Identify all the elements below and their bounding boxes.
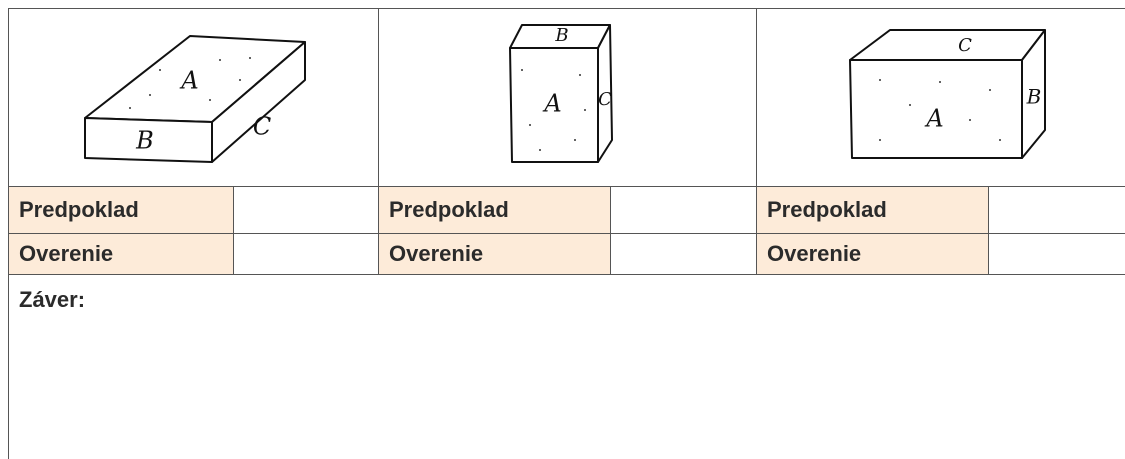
face-label: A: [924, 105, 943, 133]
block-2: A B C: [509, 24, 613, 163]
face-label: B: [554, 25, 568, 46]
block-3: A C B: [849, 29, 1046, 159]
face: [597, 24, 613, 163]
row-label: Predpoklad: [378, 186, 610, 233]
image-cell: [8, 8, 378, 186]
row-label: Overenie: [378, 233, 610, 274]
face-label: C: [598, 89, 612, 110]
face-label: A: [179, 67, 198, 95]
answer-cell: [610, 186, 756, 233]
answer-cell: [233, 186, 378, 233]
face: [849, 29, 1046, 61]
face-label: C: [253, 113, 271, 141]
conclusion-cell: Záver:: [8, 274, 1125, 459]
face: [211, 41, 306, 163]
row-label: Predpoklad: [756, 186, 988, 233]
answer-cell: [610, 233, 756, 274]
face: [1021, 29, 1046, 159]
image-cell: [756, 8, 1125, 186]
face-label: A: [542, 90, 561, 118]
answer-cell: [988, 233, 1125, 274]
row-label: Overenie: [8, 233, 233, 274]
face-label: C: [958, 35, 972, 56]
texture-dots: [129, 57, 1001, 151]
answer-cell: [233, 233, 378, 274]
row-label: Overenie: [756, 233, 988, 274]
face-label: B: [135, 127, 154, 155]
block-1: A B C: [84, 35, 306, 163]
answer-cell: [988, 186, 1125, 233]
face-label: B: [1026, 85, 1042, 109]
row-label: Predpoklad: [8, 186, 233, 233]
image-cell: [378, 8, 756, 186]
